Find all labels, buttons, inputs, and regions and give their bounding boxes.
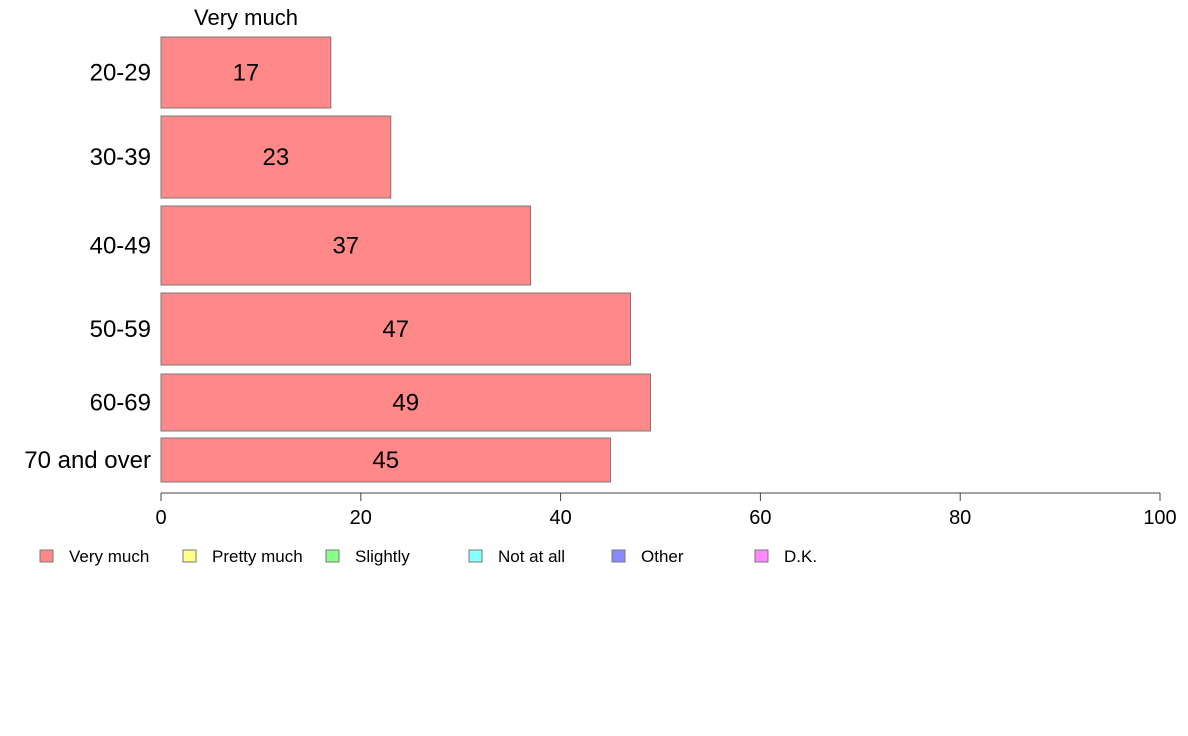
x-tick-label: 100 xyxy=(1143,507,1176,529)
bar-value-label: 37 xyxy=(332,233,359,260)
x-tick-label: 20 xyxy=(350,507,372,529)
bar-50-59 xyxy=(160,292,632,366)
series-title: Very much xyxy=(194,5,298,30)
bar-value-label: 23 xyxy=(263,144,290,171)
bar-30-39 xyxy=(160,115,392,199)
legend-label: Very much xyxy=(69,547,149,566)
bar-40-49 xyxy=(160,205,532,286)
legend-swatch xyxy=(39,549,54,563)
x-tick-label: 0 xyxy=(155,507,166,529)
legend: Very much Pretty much Slightly Not at all Ot… xyxy=(39,547,817,566)
legend-label: Not at all xyxy=(498,547,565,566)
x-tick-label: 60 xyxy=(749,507,771,529)
bar-value-label: 17 xyxy=(233,60,260,87)
category-label: 70 and over xyxy=(24,447,151,474)
legend-label: Slightly xyxy=(355,547,410,566)
category-label: 20-29 xyxy=(90,60,151,87)
legend-swatch xyxy=(468,549,483,563)
bar-value-label: 49 xyxy=(392,390,419,417)
legend-label: D.K. xyxy=(784,547,817,566)
x-axis: 0 20 40 60 80 100 xyxy=(155,492,1177,529)
category-label: 50-59 xyxy=(90,316,151,343)
bar-70-and-over xyxy=(160,437,612,483)
bar-value-label: 45 xyxy=(372,447,399,474)
category-label: 60-69 xyxy=(90,390,151,417)
x-tick-label: 40 xyxy=(549,507,571,529)
legend-label: Other xyxy=(641,547,684,566)
bar-value-label: 47 xyxy=(382,316,409,343)
category-label: 30-39 xyxy=(90,144,151,171)
category-label: 40-49 xyxy=(90,233,151,260)
legend-swatch xyxy=(754,549,769,563)
bar-60-69 xyxy=(160,373,652,432)
legend-swatch xyxy=(182,549,197,563)
bars-group: 17 20-29 23 30-39 37 40-49 47 50-59 49 60-69 45 70 … xyxy=(24,36,652,483)
legend-swatch xyxy=(325,549,340,563)
bar-20-29 xyxy=(160,36,332,109)
x-tick-label: 80 xyxy=(949,507,971,529)
legend-label: Pretty much xyxy=(212,547,303,566)
legend-swatch xyxy=(611,549,626,563)
